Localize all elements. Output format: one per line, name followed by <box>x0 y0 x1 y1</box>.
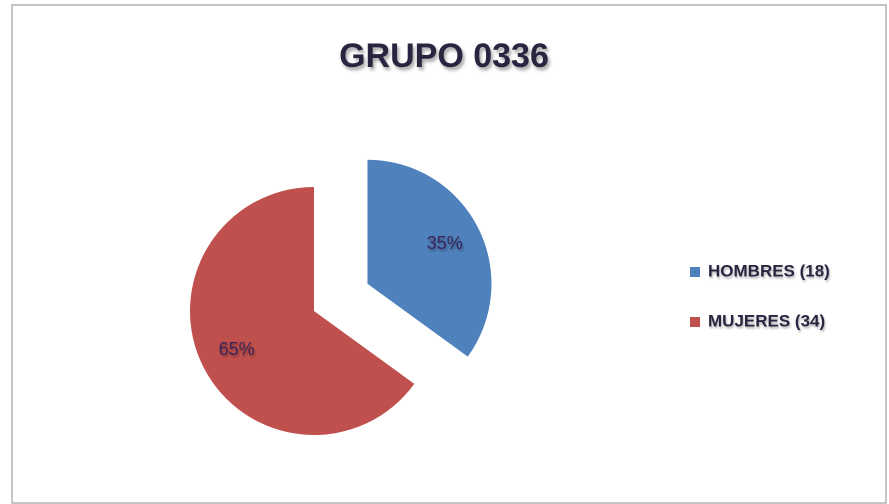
data-label: 65% <box>219 339 255 359</box>
legend-label: MUJERES (34) <box>708 311 825 330</box>
legend-swatch <box>690 317 700 327</box>
pie-slice <box>367 159 492 357</box>
legend-label: HOMBRES (18) <box>708 261 830 280</box>
legend-swatch <box>690 267 700 277</box>
data-label: 35% <box>427 233 463 253</box>
pie-slice <box>189 187 415 436</box>
chart-title: GRUPO 0336 <box>339 37 549 75</box>
